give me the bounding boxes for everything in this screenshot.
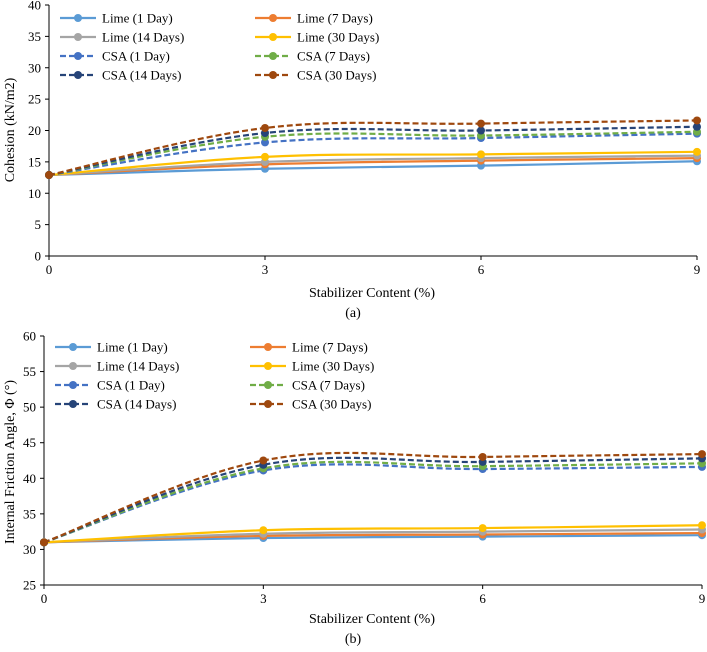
x-tick-label: 3 (262, 262, 269, 277)
x-tick-label: 0 (46, 262, 53, 277)
legend: Lime (1 Day) Lime (7 Days) Lime (14 Days) L… (60, 11, 379, 83)
series-line-lime-14-days (43, 528, 703, 544)
legend-marker-lime-1-day (74, 14, 82, 22)
legend-marker-csa-14-days (74, 71, 82, 79)
legend-label-lime-1-day: Lime (1 Day) (97, 340, 168, 355)
legend-marker-csa-14-days (69, 400, 77, 408)
legend-label-lime-14-days: Lime (14 Days) (102, 30, 184, 45)
friction-angle-chart: 25 30 35 40 45 50 55 60 0 3 6 9 Lime (1 Day) Lime (7… (3, 329, 706, 647)
legend-marker-lime-1-day (69, 343, 77, 351)
data-point-csa-30-days (698, 450, 706, 459)
legend-label-csa-1-day: CSA (1 Day) (102, 49, 170, 64)
x-tick-label: 9 (699, 591, 706, 606)
y-tick-label: 25 (23, 578, 36, 593)
data-point-lime-30-days (693, 147, 701, 156)
data-point-csa-14-days (477, 126, 485, 135)
data-point-lime-30-days (261, 152, 269, 161)
y-tick-label: 35 (23, 506, 36, 521)
data-point-csa-30-days (40, 538, 48, 547)
legend-marker-lime-7-days (269, 14, 277, 22)
legend-label-csa-1-day: CSA (1 Day) (97, 378, 165, 393)
y-tick-label: 35 (28, 29, 41, 44)
legend-marker-lime-30-days (264, 362, 272, 370)
series-line-csa-14-days (43, 456, 703, 544)
x-tick-label: 0 (41, 591, 48, 606)
legend-label-lime-7-days: Lime (7 Days) (292, 340, 368, 355)
legend-label-lime-30-days: Lime (30 Days) (292, 359, 374, 374)
data-point-csa-30-days (477, 119, 485, 128)
x-tick-label: 6 (478, 262, 485, 277)
legend-label-lime-14-days: Lime (14 Days) (97, 359, 179, 374)
y-tick-label: 20 (28, 123, 41, 138)
y-tick-label: 40 (23, 471, 36, 486)
panel-label: (b) (345, 632, 362, 647)
data-point-csa-30-days (259, 456, 268, 465)
x-axis-label: Stabilizer Content (%) (309, 286, 435, 301)
y-tick-label: 50 (23, 400, 36, 415)
y-tick-label: 40 (28, 0, 41, 13)
legend-marker-lime-7-days (264, 343, 272, 351)
legend-label-csa-14-days: CSA (14 Days) (102, 68, 181, 83)
series-line-lime-1-day (48, 160, 698, 177)
y-axis-label: Cohesion (kN/m2) (3, 77, 18, 182)
legend: Lime (1 Day) Lime (7 Days) Lime (14 Days) L… (55, 340, 374, 412)
y-tick-label: 60 (23, 329, 36, 344)
legend-marker-lime-30-days (269, 33, 277, 41)
y-tick-label: 0 (35, 249, 42, 264)
legend-label-csa-7-days: CSA (7 Days) (297, 49, 370, 64)
series-line-lime-30-days (48, 150, 698, 177)
y-tick-label: 30 (23, 542, 36, 557)
legend-marker-csa-30-days (269, 71, 277, 79)
data-point-lime-30-days (477, 150, 485, 159)
series-line-lime-7-days (48, 157, 698, 177)
x-tick-label: 9 (694, 262, 701, 277)
series-line-lime-30-days (43, 524, 703, 544)
legend-label-csa-7-days: CSA (7 Days) (292, 378, 365, 393)
x-tick-label: 3 (260, 591, 267, 606)
data-point-lime-30-days (259, 526, 268, 535)
y-tick-label: 45 (23, 435, 36, 450)
series-line-csa-30-days (43, 451, 703, 544)
series-line-csa-30-days (48, 119, 698, 177)
legend-marker-csa-1-day (69, 381, 77, 389)
legend-marker-csa-1-day (74, 52, 82, 60)
y-tick-label: 10 (28, 186, 41, 201)
cohesion-chart: 0 5 10 15 20 25 30 35 40 0 3 6 9 Lime (1 Day) Lime (7… (3, 0, 701, 321)
panel-label: (a) (345, 306, 361, 321)
series-line-csa-14-days (48, 125, 698, 177)
series-line-csa-7-days (48, 130, 698, 177)
data-point-lime-30-days (478, 524, 487, 533)
data-point-csa-30-days (478, 452, 487, 461)
y-tick-label: 25 (28, 92, 41, 107)
data-point-csa-30-days (261, 123, 269, 132)
series-line-lime-14-days (48, 154, 698, 177)
series-line-csa-1-day (48, 132, 698, 177)
legend-label-lime-1-day: Lime (1 Day) (102, 11, 173, 26)
series-line-csa-1-day (43, 463, 703, 544)
y-axis-label: Internal Friction Angle, Φ (°) (3, 380, 18, 544)
legend-marker-csa-7-days (264, 381, 272, 389)
data-point-lime-30-days (698, 521, 706, 530)
legend-marker-lime-14-days (69, 362, 77, 370)
legend-label-csa-30-days: CSA (30 Days) (292, 397, 371, 412)
legend-marker-csa-7-days (269, 52, 277, 60)
data-point-csa-1-day (261, 138, 269, 147)
legend-marker-csa-30-days (264, 400, 272, 408)
x-axis-label: Stabilizer Content (%) (309, 612, 435, 627)
x-tick-label: 6 (479, 591, 486, 606)
legend-label-lime-30-days: Lime (30 Days) (297, 30, 379, 45)
y-tick-label: 55 (23, 364, 36, 379)
series-line-csa-7-days (43, 460, 703, 544)
data-point-csa-30-days (45, 171, 53, 180)
legend-marker-lime-14-days (74, 33, 82, 41)
y-tick-label: 15 (28, 154, 41, 169)
y-tick-label: 30 (28, 60, 41, 75)
legend-label-csa-30-days: CSA (30 Days) (297, 68, 376, 83)
legend-label-csa-14-days: CSA (14 Days) (97, 397, 176, 412)
data-point-csa-30-days (693, 116, 701, 125)
data-point-csa-14-days (693, 122, 701, 131)
y-tick-label: 5 (35, 217, 42, 232)
legend-label-lime-7-days: Lime (7 Days) (297, 11, 373, 26)
